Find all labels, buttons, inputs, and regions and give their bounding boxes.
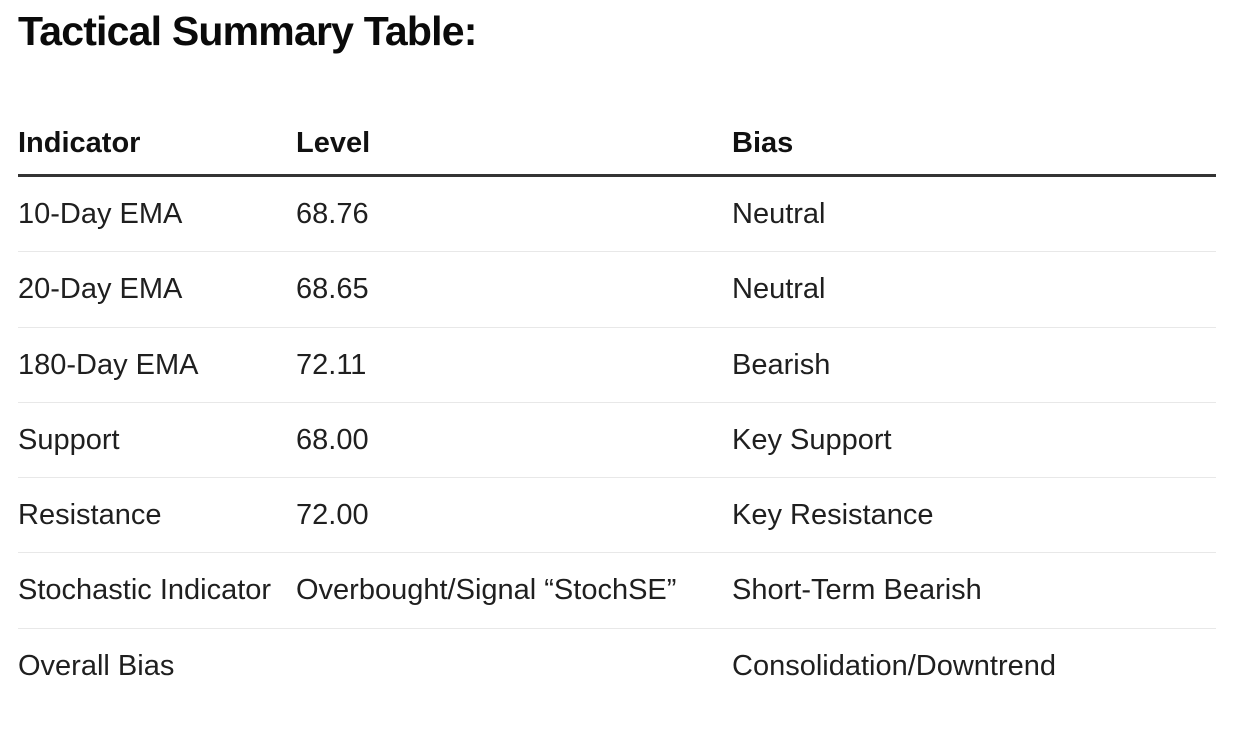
tactical-summary-table: Indicator Level Bias 10-Day EMA 68.76 Ne…: [18, 114, 1216, 703]
level-cell: Overbought/Signal “StochSE”: [296, 574, 677, 607]
level-cell: 68.65: [296, 273, 369, 306]
table-row: Stochastic Indicator Overbought/Signal “…: [18, 553, 1216, 629]
table-row: Support 68.00 Key Support: [18, 403, 1216, 479]
indicator-cell: Resistance: [18, 499, 162, 532]
indicator-cell: Support: [18, 423, 120, 456]
table-row: Overall Bias Consolidation/Downtrend: [18, 629, 1216, 703]
level-cell: [296, 646, 732, 686]
page-title: Tactical Summary Table:: [18, 8, 477, 54]
column-header-bias: Bias: [732, 127, 794, 160]
bias-cell: Short-Term Bearish: [732, 574, 982, 607]
indicator-cell: Stochastic Indicator: [18, 574, 272, 607]
table-row: 20-Day EMA 68.65 Neutral: [18, 252, 1216, 328]
table-row: 180-Day EMA 72.11 Bearish: [18, 328, 1216, 403]
indicator-cell: Overall Bias: [18, 649, 175, 682]
bias-cell: Neutral: [732, 198, 826, 231]
level-cell: 72.00: [296, 499, 369, 532]
indicator-cell: 20-Day EMA: [18, 273, 183, 306]
bias-cell: Key Resistance: [732, 499, 934, 532]
indicator-cell: 180-Day EMA: [18, 348, 199, 381]
bias-cell: Bearish: [732, 348, 831, 381]
bias-cell: Consolidation/Downtrend: [732, 649, 1057, 682]
table-header-row: Indicator Level Bias: [18, 114, 1216, 178]
level-cell: 72.11: [296, 348, 367, 381]
level-cell: 68.76: [296, 198, 369, 231]
table-row: 10-Day EMA 68.76 Neutral: [18, 177, 1216, 253]
column-header-indicator: Indicator: [18, 127, 141, 160]
table-row: Resistance 72.00 Key Resistance: [18, 478, 1216, 554]
bias-cell: Neutral: [732, 273, 826, 306]
indicator-cell: 10-Day EMA: [18, 198, 183, 231]
column-header-level: Level: [296, 127, 371, 160]
bias-cell: Key Support: [732, 423, 892, 456]
level-cell: 68.00: [296, 423, 369, 456]
